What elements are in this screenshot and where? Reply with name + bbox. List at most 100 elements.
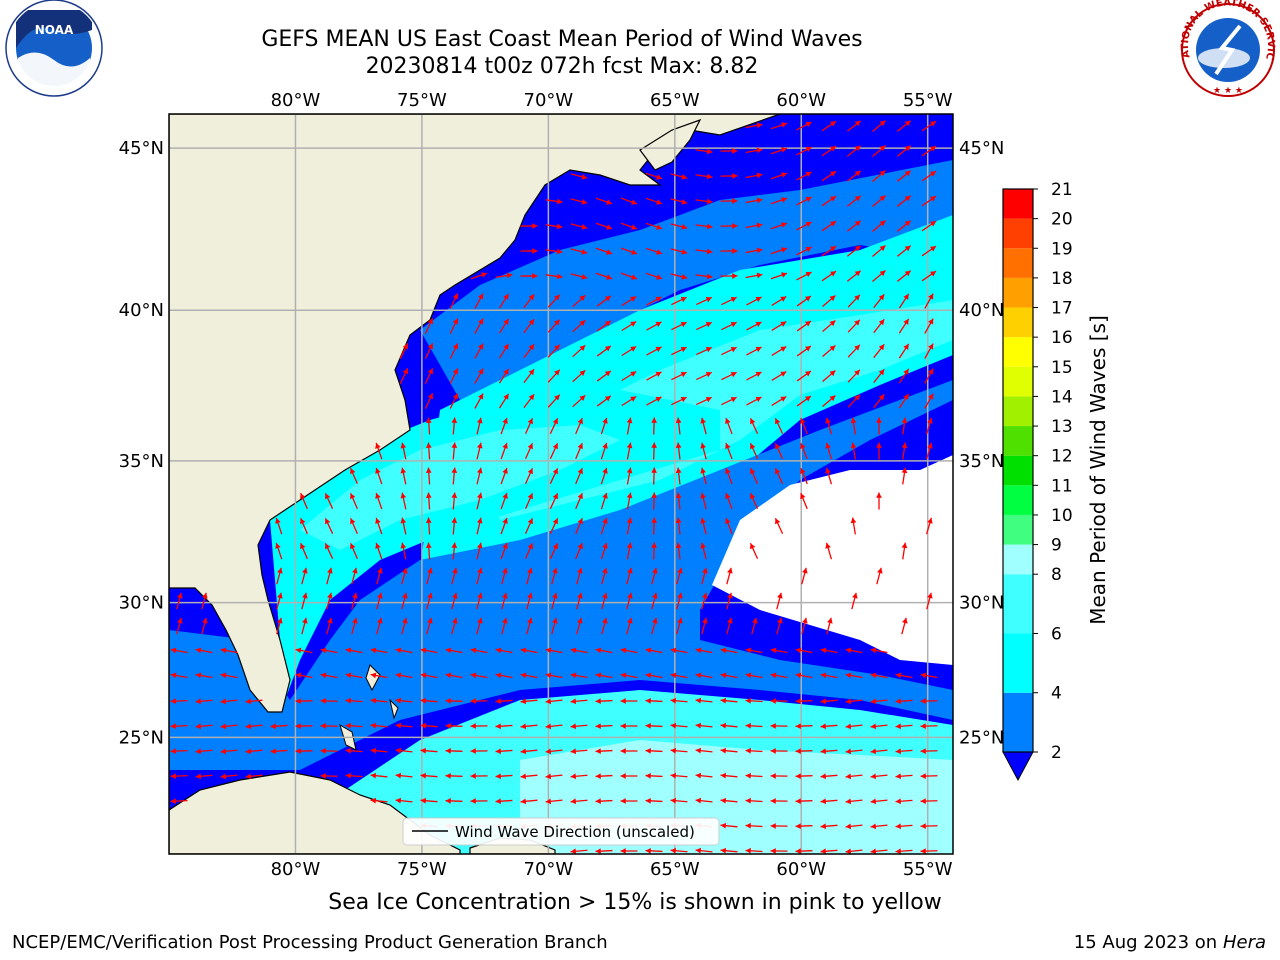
wind-wave-arrow — [520, 647, 538, 654]
arrow-head — [602, 567, 608, 574]
arrow-head — [645, 797, 651, 804]
arrow-head — [680, 396, 687, 403]
arrow-head — [375, 442, 381, 449]
wind-wave-arrow — [800, 417, 808, 435]
arrow-head — [502, 493, 508, 499]
wind-wave-arrow — [870, 748, 888, 755]
colorbar-segment — [1003, 248, 1033, 278]
wind-wave-arrow — [749, 442, 759, 460]
arrow-head — [620, 672, 627, 679]
wind-wave-arrow — [820, 798, 838, 805]
arrow-head — [577, 567, 583, 574]
wind-wave-arrow — [600, 517, 608, 535]
wind-wave-arrow — [825, 542, 833, 560]
colorbar: 2 4 6 8 9 10 11 12 13 14 15 16 17 18 19 20 21 — [1002, 180, 1073, 782]
wind-wave-arrow — [821, 170, 837, 182]
wind-wave-arrow — [276, 567, 283, 585]
wind-wave-arrow — [572, 294, 586, 308]
wind-wave-arrow — [524, 467, 534, 485]
arrow-head — [402, 343, 408, 350]
lat-tick-label-left: 45°N — [119, 138, 164, 159]
wind-wave-arrow — [426, 592, 433, 610]
wind-wave-arrow — [726, 567, 733, 585]
lon-tick-label-bottom: 80°W — [271, 859, 321, 880]
wind-wave-arrow — [547, 394, 561, 408]
wind-wave-arrow — [470, 773, 488, 779]
lat-tick-label-left: 35°N — [119, 451, 164, 472]
wind-wave-arrow — [898, 393, 910, 409]
wind-wave-arrow — [749, 492, 759, 510]
wind-wave-arrow — [676, 567, 683, 585]
arrow-head — [220, 723, 227, 730]
arrow-head — [670, 722, 677, 729]
arrow-head — [631, 199, 637, 205]
arrow-head — [670, 647, 677, 654]
arrow-head — [195, 773, 202, 780]
arrow-head — [720, 672, 727, 679]
wind-wave-arrow — [470, 748, 488, 754]
arrow-head — [627, 617, 633, 624]
wind-wave-arrow — [796, 295, 812, 307]
wind-wave-arrow — [520, 223, 538, 229]
arrow-head — [556, 223, 563, 230]
arrow-head — [878, 369, 885, 376]
wind-wave-arrow — [572, 394, 586, 408]
wind-wave-arrow — [651, 617, 658, 635]
wind-wave-arrow — [620, 773, 638, 779]
wind-wave-arrow — [451, 592, 458, 610]
wind-wave-arrow — [176, 592, 183, 610]
wind-wave-arrow — [345, 722, 363, 729]
footer-machine: Hera — [1222, 932, 1266, 953]
wind-wave-arrow — [498, 318, 510, 334]
wind-wave-arrow — [400, 492, 407, 510]
wind-wave-arrow — [771, 371, 787, 381]
arrow-head — [645, 722, 651, 729]
wind-wave-arrow — [220, 723, 238, 730]
arrow-head — [445, 647, 452, 654]
wind-wave-arrow — [670, 647, 688, 654]
wind-wave-arrow — [326, 567, 333, 585]
wind-wave-arrow — [401, 567, 408, 585]
arrow-head — [680, 296, 687, 303]
wind-wave-arrow — [675, 517, 682, 535]
arrow-head — [829, 370, 836, 377]
arrow-head — [170, 698, 176, 705]
arrow-head — [745, 647, 752, 654]
arrow-head — [802, 617, 808, 624]
wind-wave-arrow — [746, 346, 762, 356]
wind-wave-arrow — [873, 343, 885, 359]
wind-wave-arrow — [651, 517, 657, 535]
arrow-head — [670, 797, 677, 804]
wind-wave-arrow — [470, 798, 488, 804]
wind-wave-arrow — [320, 723, 338, 729]
wind-wave-arrow — [424, 318, 434, 334]
wind-wave-arrow — [596, 295, 612, 307]
arrow-head — [451, 542, 458, 549]
wind-wave-arrow — [771, 296, 787, 306]
wind-wave-arrow — [220, 672, 238, 679]
wind-wave-arrow — [645, 747, 663, 754]
arrow-head — [725, 468, 731, 475]
wind-wave-arrow — [495, 698, 513, 705]
wind-wave-arrow — [820, 748, 838, 755]
wind-wave-arrow — [549, 418, 559, 434]
arrow-head — [420, 672, 427, 679]
arrow-head — [452, 368, 459, 375]
arrow-head — [645, 672, 652, 679]
wind-wave-arrow — [745, 122, 763, 129]
wind-wave-arrow — [350, 467, 358, 485]
band-2-4-se-coast — [169, 380, 953, 770]
wind-wave-arrow — [850, 442, 857, 460]
wind-wave-arrow — [898, 293, 910, 309]
wind-wave-arrow — [847, 294, 861, 308]
wind-wave-arrow — [170, 798, 188, 805]
wind-wave-arrow — [895, 698, 913, 705]
lon-tick-label-top: 70°W — [524, 90, 574, 111]
arrow-head — [755, 396, 762, 403]
arrow-head — [527, 443, 533, 450]
colorbar-tick-label: 15 — [1051, 358, 1073, 378]
arrow-head — [780, 321, 787, 327]
wind-wave-arrow — [420, 647, 438, 654]
arrow-head — [520, 672, 527, 679]
arrow-head — [570, 723, 577, 730]
